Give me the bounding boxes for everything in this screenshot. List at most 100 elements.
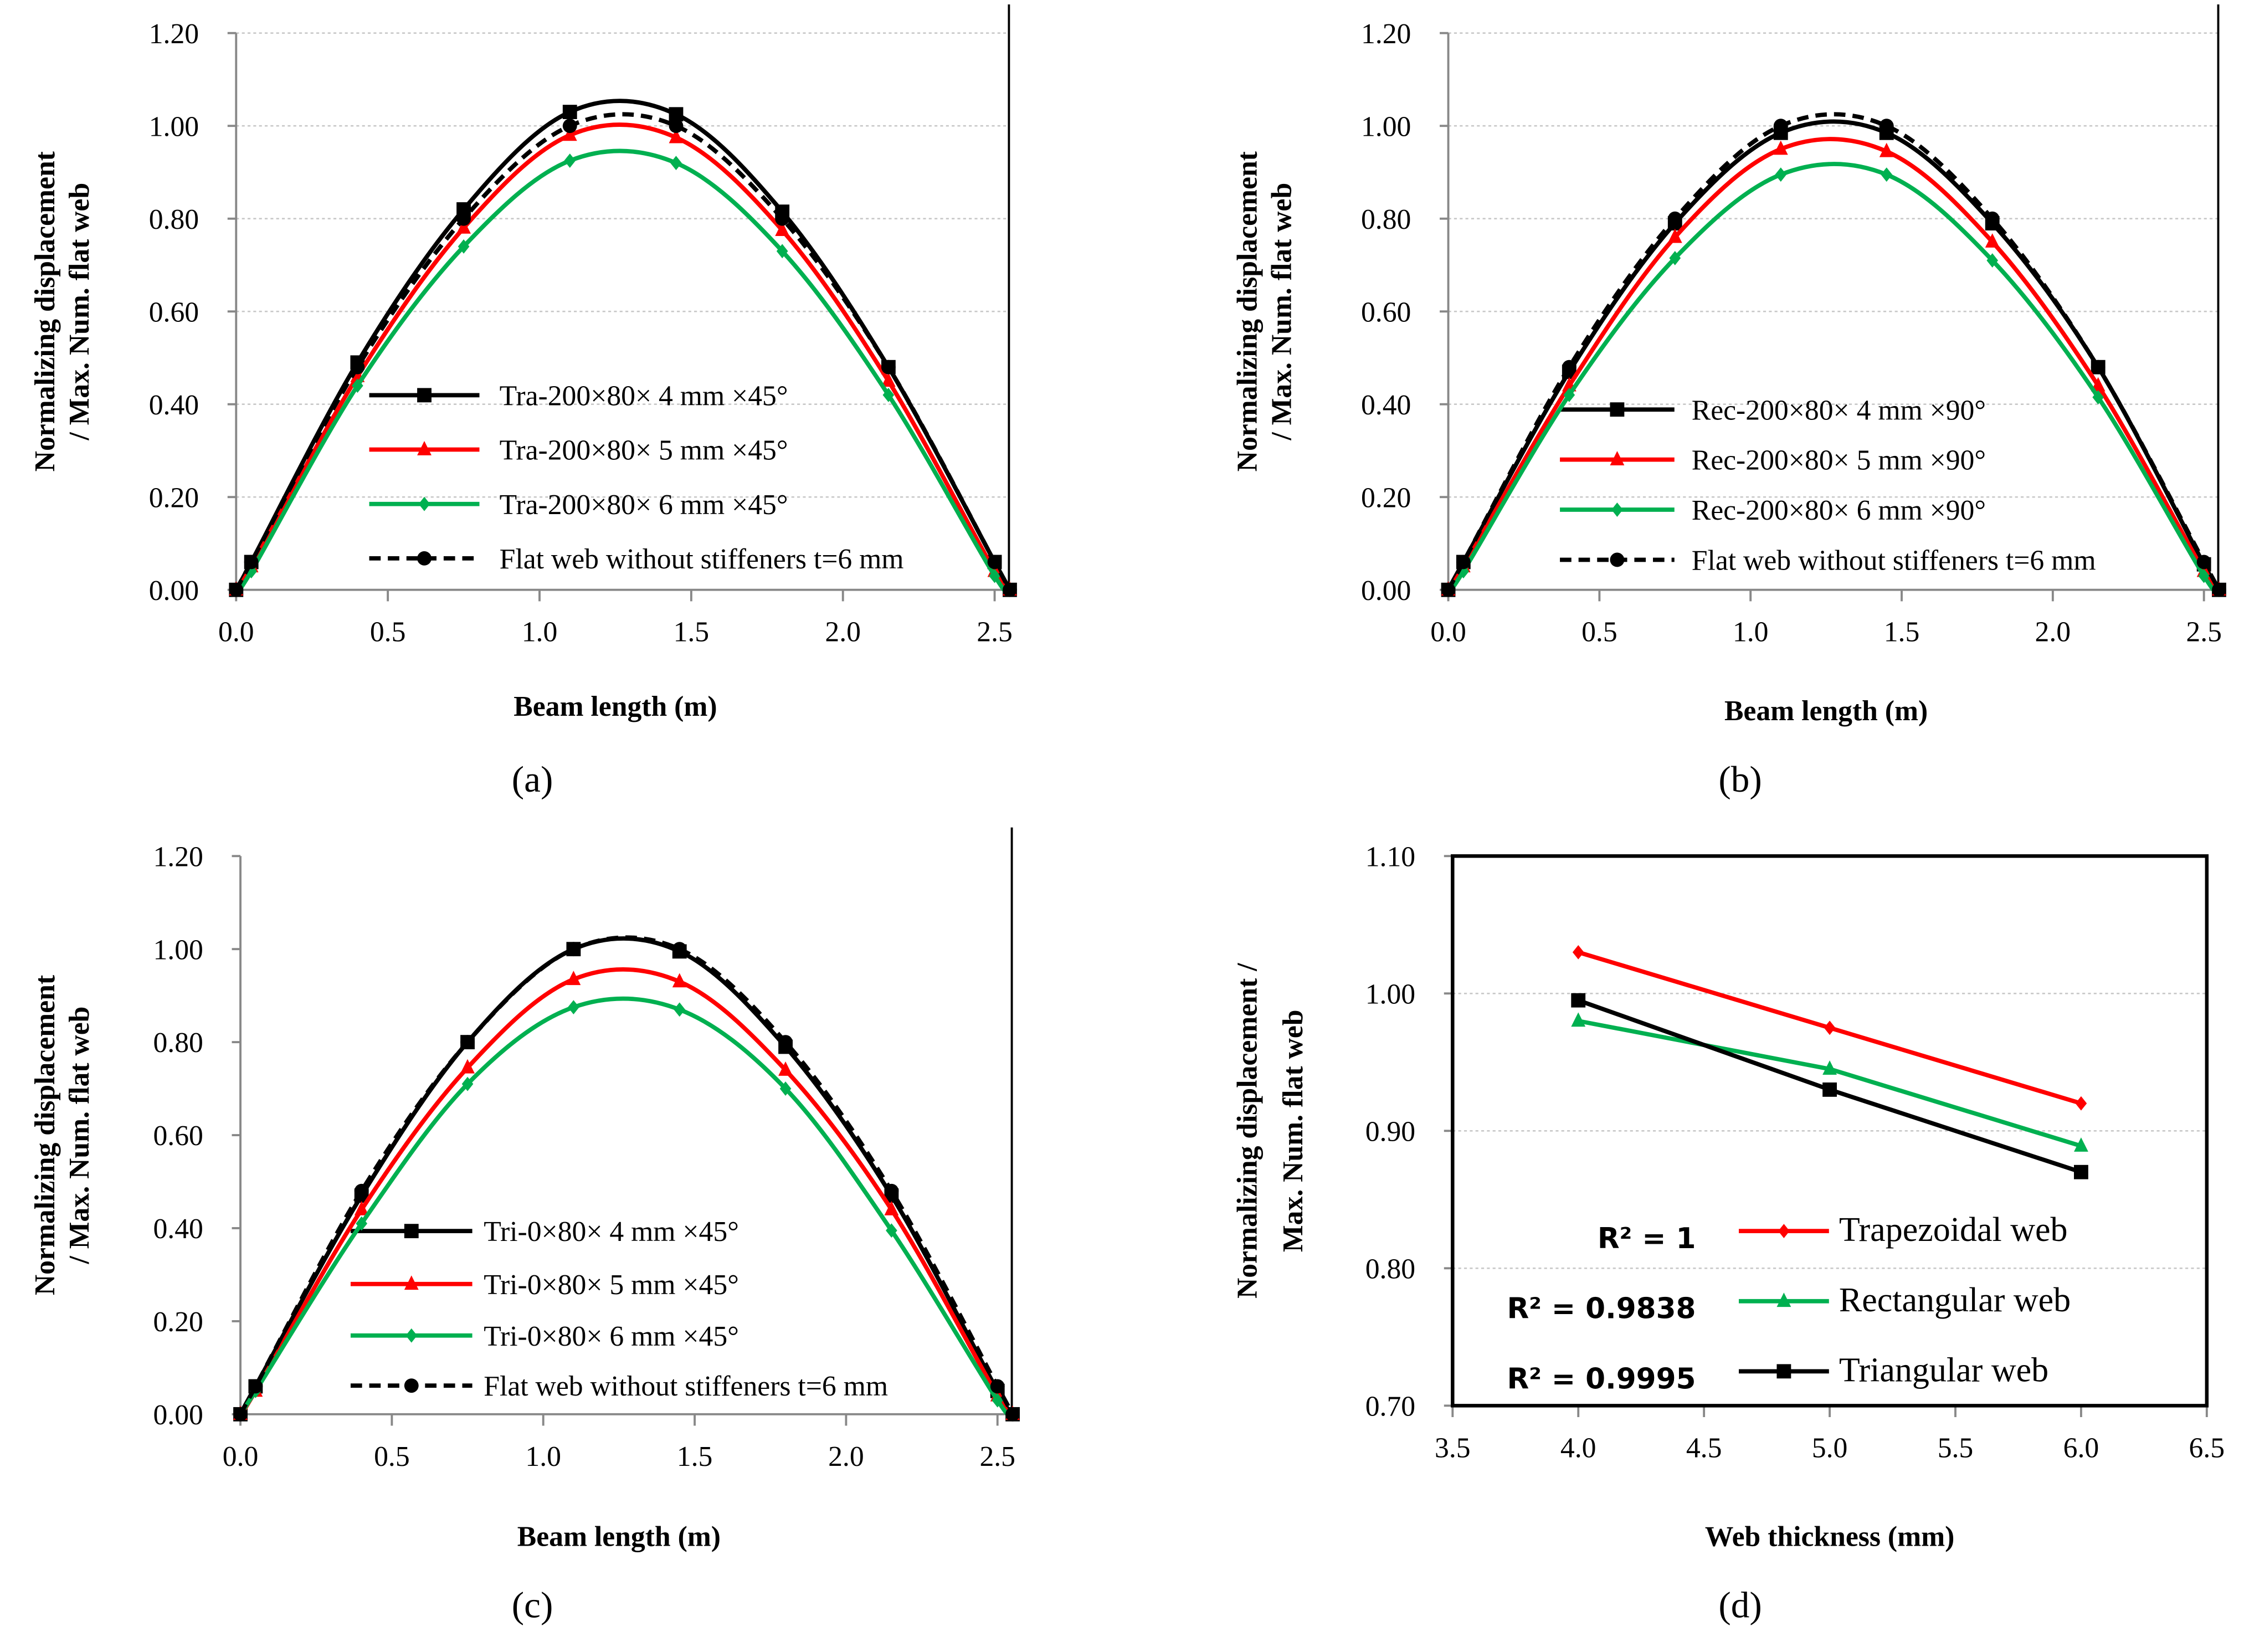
- data-point: [775, 211, 790, 226]
- x-tick-label: 2.0: [825, 617, 861, 648]
- y-tick-label: 1.20: [1361, 18, 1411, 50]
- data-point: [672, 973, 687, 988]
- y-tick-label: 0.00: [149, 575, 199, 607]
- data-point: [460, 1035, 475, 1050]
- series-line: [238, 935, 1015, 1415]
- data-point: [1822, 1082, 1837, 1097]
- x-tick-label: 2.5: [979, 1441, 1015, 1473]
- r-squared-label: R² = 0.9838: [1507, 1292, 1696, 1326]
- legend-marker: [1778, 1224, 1790, 1239]
- data-point: [1986, 253, 1999, 268]
- data-point: [1822, 1060, 1837, 1075]
- series-2: [1571, 993, 2088, 1179]
- x-axis-title: Beam length (m): [517, 1521, 721, 1553]
- legend-label: Flat web without stiffeners t=6 mm: [500, 543, 904, 575]
- legend-marker: [1610, 402, 1625, 417]
- legend-label: Flat web without stiffeners t=6 mm: [1692, 545, 2096, 577]
- series-line: [1446, 112, 2221, 591]
- legend-label: Tri-0×80× 6 mm ×45°: [484, 1321, 739, 1352]
- data-point: [460, 1059, 475, 1074]
- x-tick-label: 5.5: [1938, 1432, 1974, 1464]
- data-point: [568, 1000, 579, 1015]
- x-tick-label: 0.0: [223, 1441, 259, 1473]
- x-tick-label: 5.0: [1812, 1432, 1848, 1464]
- y-tick-label: 0.40: [149, 389, 199, 421]
- data-point: [1571, 993, 1586, 1008]
- data-point: [990, 1379, 1005, 1394]
- legend-marker: [405, 1328, 418, 1343]
- legend-label: Rectangular web: [1839, 1281, 2071, 1319]
- y-axis-title-line: / Max. Num. flat web: [64, 183, 95, 441]
- data-point: [669, 119, 684, 134]
- data-point: [989, 568, 1000, 583]
- data-point: [2075, 1096, 2087, 1111]
- series-1: [229, 122, 1017, 596]
- plot-border: [1451, 854, 2209, 1408]
- legend-marker: [417, 388, 432, 403]
- x-tick-label: 4.5: [1686, 1432, 1722, 1464]
- legend-label: Tra-200×80× 5 mm ×45°: [500, 435, 788, 466]
- y-axis-title-line: Normalizing displacement: [29, 151, 61, 471]
- x-tick-label: 1.0: [1733, 617, 1769, 648]
- data-point: [1005, 1407, 1020, 1422]
- x-tick-label: 2.5: [2186, 617, 2222, 648]
- x-tick-label: 1.0: [525, 1441, 561, 1473]
- legend-marker: [1776, 1292, 1791, 1307]
- panel-label: (b): [1718, 758, 1762, 800]
- legend-label: Flat web without stiffeners t=6 mm: [484, 1371, 888, 1402]
- data-point: [674, 1002, 686, 1017]
- y-axis-title-line: / Max. Num. flat web: [64, 1007, 95, 1265]
- x-tick-label: 3.5: [1435, 1432, 1471, 1464]
- x-axis-title: Beam length (m): [513, 691, 717, 722]
- legend-marker: [418, 496, 430, 511]
- x-tick-label: 2.5: [977, 617, 1013, 648]
- y-tick-label: 1.00: [1361, 111, 1411, 142]
- data-point: [1985, 211, 2000, 226]
- data-point: [987, 555, 1002, 570]
- data-point: [1456, 555, 1471, 570]
- legend-label: Trapezoidal web: [1839, 1211, 2068, 1249]
- data-point: [456, 219, 471, 234]
- legend-label: Rec-200×80× 5 mm ×90°: [1692, 445, 1986, 476]
- y-axis-title-line: Max. Num. flat web: [1277, 1009, 1309, 1252]
- legend-marker: [1610, 552, 1625, 567]
- y-tick-label: 0.40: [1361, 389, 1411, 421]
- data-point: [1441, 582, 1456, 597]
- legend-marker: [1611, 502, 1623, 517]
- chart-panel-b: 0.00 0.20 0.40 0.60 0.80 1.00 1.20 0.0 0.5 1.0 1.5…: [1231, 4, 2226, 800]
- y-tick-label: 0.40: [153, 1213, 203, 1245]
- data-point: [2091, 360, 2106, 374]
- y-tick-label: 0.80: [149, 204, 199, 235]
- data-point: [1669, 250, 1681, 265]
- y-tick-label: 0.00: [153, 1399, 203, 1431]
- data-point: [670, 156, 682, 171]
- y-tick-label: 0.60: [149, 296, 199, 328]
- x-tick-label: 0.0: [218, 617, 254, 648]
- y-tick-label: 1.10: [1365, 841, 1415, 873]
- y-tick-label: 1.00: [149, 111, 199, 142]
- x-tick-label: 2.0: [2035, 617, 2071, 648]
- data-point: [233, 1407, 248, 1422]
- series-line: [234, 112, 1012, 591]
- data-point: [562, 119, 577, 134]
- x-tick-label: 0.5: [1581, 617, 1617, 648]
- data-point: [669, 129, 684, 143]
- legend-label: Tri-0×80× 5 mm ×45°: [484, 1269, 739, 1301]
- data-point: [1879, 142, 1894, 157]
- chart-panel-a: 0.00 0.20 0.40 0.60 0.80 1.00 1.20 0.0 0.5 1.0 1.5…: [29, 4, 1017, 800]
- series-line: [238, 996, 1015, 1420]
- x-axis-title: Beam length (m): [1724, 695, 1928, 727]
- y-tick-label: 0.80: [1365, 1253, 1415, 1285]
- data-point: [562, 105, 577, 120]
- chart-panel-c: 0.00 0.20 0.40 0.60 0.80 1.00 1.20 0.0 0.5 1.0 1.5…: [29, 827, 1020, 1626]
- legend-label: Tri-0×80× 4 mm ×45°: [484, 1216, 739, 1248]
- y-tick-label: 0.60: [1361, 296, 1411, 328]
- legend-marker: [1610, 451, 1625, 465]
- data-point: [1985, 233, 2000, 248]
- data-point: [1667, 211, 1682, 226]
- series-line: [1446, 162, 2221, 597]
- data-point: [884, 1200, 899, 1215]
- y-axis-title-line: Normalizing displacement: [29, 975, 61, 1295]
- legend-label: Triangular web: [1839, 1351, 2048, 1389]
